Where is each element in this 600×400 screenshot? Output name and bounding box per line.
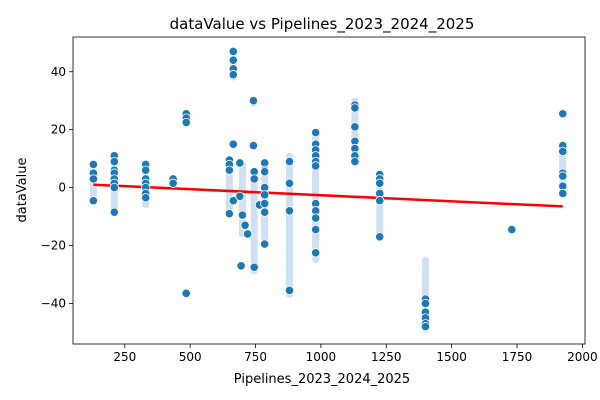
data-point [235, 158, 245, 168]
y-axis-label: dataValue [15, 158, 30, 223]
data-point [284, 178, 295, 188]
data-point [181, 288, 191, 298]
data-point [168, 178, 178, 188]
data-point [141, 193, 151, 203]
confidence-band [286, 152, 294, 298]
x-tick-label: 1250 [371, 350, 402, 364]
data-point [558, 188, 568, 198]
y-tick-label: −40 [41, 296, 66, 310]
confidence-band [250, 167, 258, 275]
data-point [248, 96, 259, 106]
x-tick-label: 750 [244, 350, 267, 364]
data-point [260, 207, 270, 217]
plot-frame [72, 36, 586, 345]
x-axis-ticks: 250 500 750 1000 1250 1500 1750 2000 [113, 344, 598, 364]
points-layer [88, 46, 568, 332]
data-point [228, 55, 238, 65]
data-point [181, 117, 191, 128]
x-tick-label: 1000 [306, 350, 337, 364]
data-point [311, 248, 321, 258]
trend-line [93, 183, 563, 208]
data-point [249, 174, 259, 184]
y-tick-label: 40 [51, 65, 66, 79]
data-point [228, 46, 238, 57]
x-tick-label: 1500 [436, 350, 467, 364]
data-point [375, 178, 385, 188]
data-point [240, 220, 250, 230]
y-axis-ticks: −40 −20 0 20 40 [41, 65, 73, 310]
data-point [350, 156, 360, 167]
data-point [507, 224, 517, 235]
data-point [228, 139, 238, 149]
x-tick-label: 500 [179, 350, 202, 364]
y-tick-label: 20 [51, 123, 66, 137]
data-point [284, 285, 295, 296]
data-point [88, 196, 98, 206]
data-point [243, 229, 253, 239]
data-point [88, 174, 98, 184]
data-point [311, 224, 321, 235]
data-point [228, 70, 238, 80]
data-point [420, 322, 431, 332]
data-point [558, 109, 568, 119]
data-point [235, 191, 245, 201]
data-point [228, 196, 238, 206]
data-point [375, 232, 385, 242]
x-tick-label: 2000 [567, 350, 598, 364]
trend-line-layer [93, 183, 563, 208]
data-point [284, 156, 295, 167]
x-tick-label: 250 [113, 350, 136, 364]
data-point [88, 159, 98, 170]
data-point [249, 262, 259, 272]
data-point [558, 146, 568, 157]
data-point [375, 196, 385, 206]
data-point [224, 209, 234, 219]
data-point [260, 167, 270, 177]
data-point [420, 298, 431, 309]
data-point [236, 261, 246, 271]
data-point [109, 207, 119, 217]
data-point [260, 190, 270, 200]
data-point [350, 122, 360, 132]
data-point [141, 165, 151, 175]
data-point [237, 210, 248, 220]
data-point [311, 213, 321, 223]
data-point [311, 127, 321, 138]
x-axis-label: Pipelines_2023_2024_2025 [234, 372, 410, 387]
data-point [350, 103, 360, 113]
data-point [311, 161, 321, 171]
data-point [109, 156, 119, 167]
data-point [248, 141, 259, 151]
chart-title: dataValue vs Pipelines_2023_2024_2025 [170, 15, 475, 34]
y-tick-label: −20 [41, 239, 66, 253]
data-point [109, 183, 119, 193]
data-point [284, 206, 295, 216]
data-point [224, 165, 234, 175]
x-tick-label: 1750 [502, 350, 533, 364]
data-point [260, 239, 270, 249]
data-point [260, 198, 270, 209]
data-point [558, 171, 568, 181]
y-tick-label: 0 [58, 181, 66, 195]
